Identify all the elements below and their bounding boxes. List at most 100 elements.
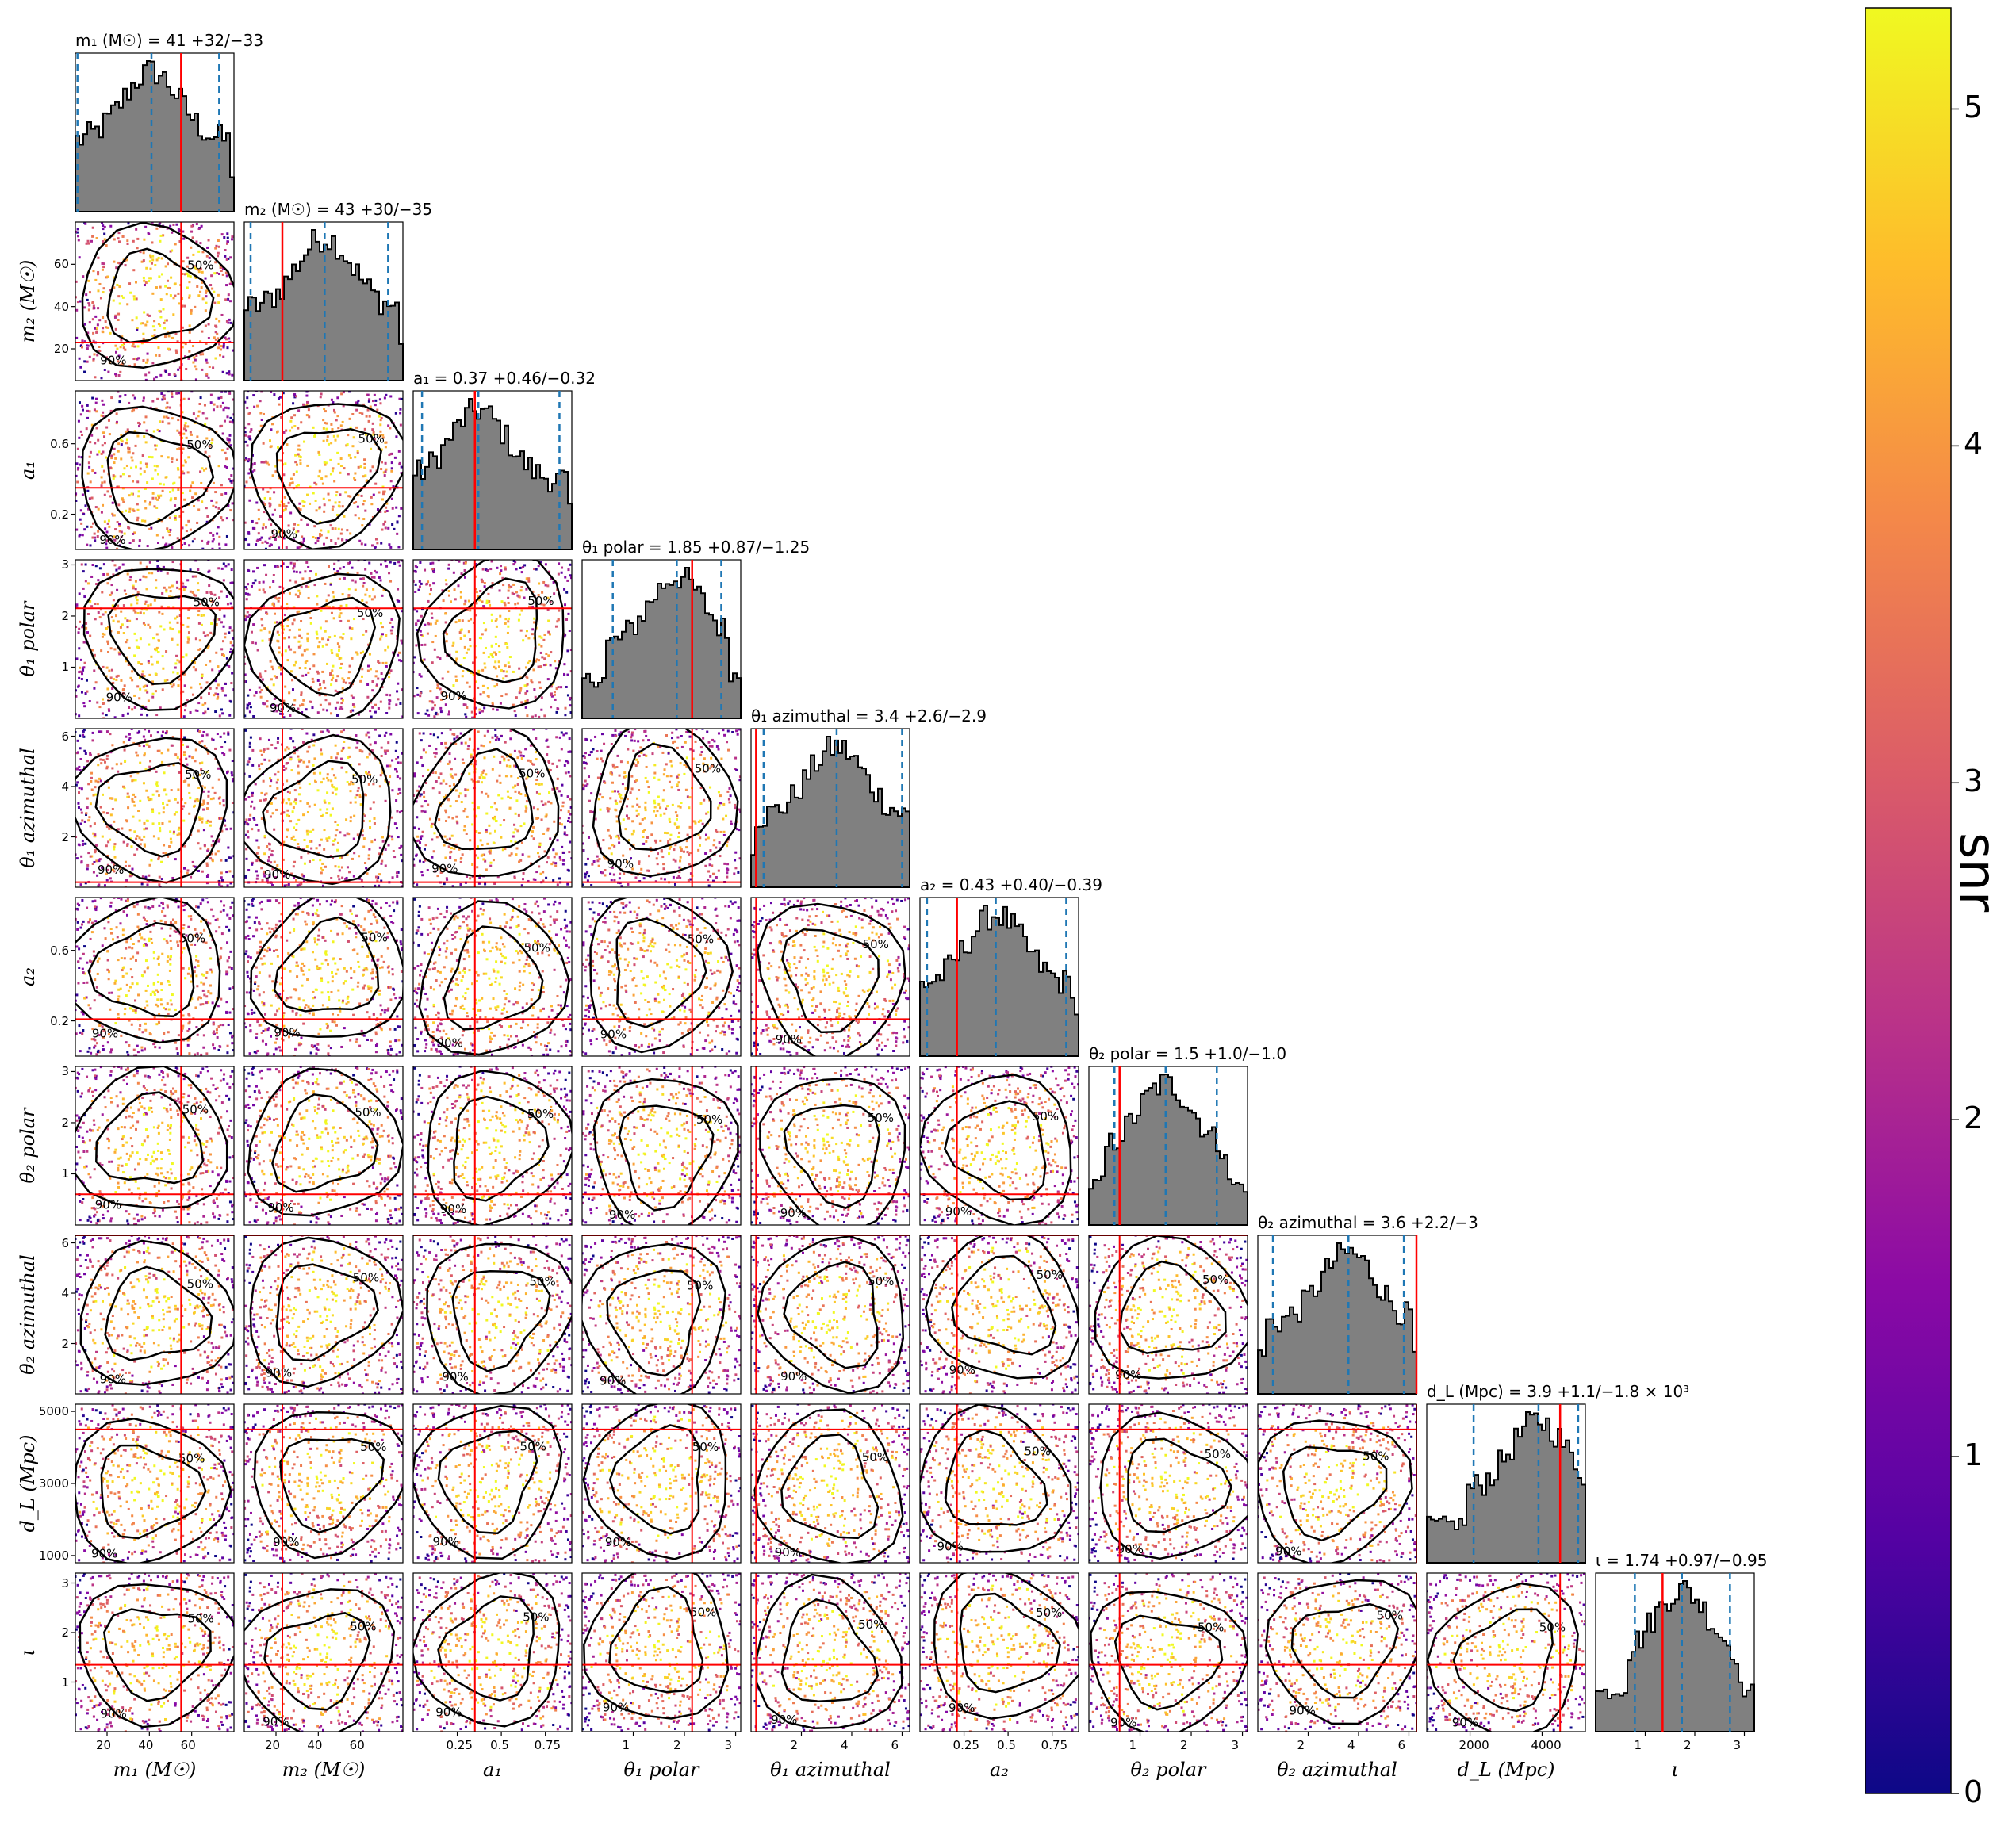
title-summary: = 1.85 +0.87/−1.25: [644, 538, 810, 557]
contour-label-50: 50%: [360, 1440, 386, 1454]
y-axis-label-t2p: θ₂ polar: [17, 1066, 39, 1225]
contour-label-50: 50%: [868, 1111, 894, 1125]
contour-label-90: 90%: [945, 1204, 972, 1219]
scatter-panel-m1-t1p: 50% 90%: [75, 559, 235, 719]
x-tick-label: 3: [1232, 1738, 1240, 1752]
y-axis-label-a1: a₁: [17, 391, 39, 549]
contour-label-90: 90%: [263, 1715, 289, 1729]
contour-label-90: 90%: [99, 533, 125, 547]
contour-label-50: 50%: [1363, 1449, 1389, 1464]
contour-label-90: 90%: [100, 354, 126, 368]
contour-label-50: 50%: [186, 438, 213, 452]
contour-label-50: 50%: [187, 258, 213, 273]
contour-50: [262, 760, 365, 859]
contour-label-90: 90%: [435, 1705, 462, 1720]
contour-label-50: 50%: [1036, 1606, 1062, 1620]
contour-50: [606, 1269, 702, 1377]
x-tick-label: 0.25: [953, 1738, 979, 1752]
contour-50: [617, 742, 712, 852]
contour-90: [79, 1239, 234, 1386]
contour-label-90: 90%: [609, 1208, 635, 1222]
histogram-panel-m2: [243, 221, 404, 381]
y-tick-label: 0.6: [37, 944, 69, 958]
y-tick-label: 1: [37, 1675, 69, 1690]
x-tick-label: 20: [265, 1738, 280, 1752]
scatter-points: [244, 1235, 403, 1394]
panel-frame: [581, 1235, 742, 1395]
x-tick-label: 40: [307, 1738, 322, 1752]
x-tick-label: 60: [350, 1738, 365, 1752]
contour-label-90: 90%: [91, 1546, 117, 1560]
contour-90: [592, 1078, 739, 1225]
contour-label-50: 50%: [182, 1102, 209, 1116]
y-tick-label: 2: [37, 609, 69, 623]
contour-50: [783, 1261, 879, 1369]
scatter-points: [751, 1066, 910, 1225]
title-summary: = 3.9 +1.1/−1.8 × 10³: [1504, 1382, 1689, 1401]
contour-50: [263, 1611, 371, 1711]
scatter-panel-m1-a1: 50% 90%: [75, 390, 235, 550]
contour-label-50: 50%: [523, 1610, 549, 1625]
scatter-panel-m2-iota: 50% 90%: [243, 1572, 404, 1732]
contour-90: [81, 405, 234, 549]
contour-label-50: 50%: [357, 606, 383, 620]
contour-label-50: 50%: [863, 937, 889, 951]
contour-50: [95, 1091, 205, 1185]
contour-label-50: 50%: [529, 1275, 555, 1289]
x-tick-label: 2: [790, 1738, 798, 1752]
scatter-panel-t1p-t1a: 50% 90%: [581, 728, 742, 888]
title-summary: = 3.6 +2.2/−3: [1357, 1213, 1478, 1232]
contour-90: [249, 1236, 403, 1388]
title-label: d_L (Mpc): [1427, 1382, 1504, 1401]
scatter-panel-t1p-dL: 50% 90%: [581, 1403, 742, 1564]
contour-label-90: 90%: [433, 1535, 459, 1549]
contour-label-50: 50%: [1205, 1447, 1231, 1461]
diag-title-t1a: θ₁ azimuthal = 3.4 +2.6/−2.9: [751, 706, 987, 725]
contour-90: [1264, 1579, 1416, 1725]
scatter-panel-m2-t1a: 50% 90%: [243, 728, 404, 888]
contour-90: [247, 1067, 403, 1217]
contour-50: [106, 431, 215, 527]
hist-bars: [581, 567, 742, 719]
y-tick-label: 20: [37, 342, 69, 356]
x-tick-label: 3: [725, 1738, 733, 1752]
contour-50: [268, 596, 376, 697]
x-tick-label: 0.75: [1041, 1738, 1067, 1752]
y-tick-label: 2: [37, 1625, 69, 1640]
contour-label-50: 50%: [178, 1451, 205, 1465]
x-tick-label: 2: [673, 1738, 681, 1752]
contour-90: [81, 222, 234, 369]
panel-frame: [581, 897, 742, 1057]
scatter-points: [582, 1066, 741, 1225]
contour-90: [416, 560, 565, 710]
x-tick-label: 2: [1180, 1738, 1188, 1752]
contour-90: [1258, 1419, 1413, 1563]
histogram-panel-t1a: [750, 728, 910, 888]
panel-frame: [412, 559, 573, 719]
scatter-panel-a2-t2a: 50% 90%: [919, 1235, 1079, 1395]
diag-title-m2: m₂ (M☉) = 43 +30/−35: [244, 200, 432, 219]
contour-50: [275, 428, 382, 525]
contour-label-90: 90%: [437, 1036, 463, 1051]
contour-label-90: 90%: [442, 1370, 468, 1384]
panel-frame: [581, 728, 742, 888]
contour-label-50: 50%: [179, 932, 205, 946]
contour-90: [75, 1418, 232, 1563]
panel-frame: [581, 1403, 742, 1564]
x-tick-label: 6: [891, 1738, 899, 1752]
x-axis-label-t2p: θ₂ polar: [1089, 1759, 1248, 1781]
panel-frame: [243, 897, 404, 1057]
title-label: θ₂ azimuthal: [1258, 1213, 1357, 1232]
x-tick-label: 6: [1397, 1738, 1405, 1752]
contour-90: [75, 737, 228, 884]
contour-90: [244, 733, 392, 886]
histogram-panel-t2p: [1088, 1066, 1248, 1226]
histogram-panel-m1: [75, 52, 235, 212]
panel-frame: [1257, 1403, 1417, 1564]
panel-frame: [412, 1235, 573, 1395]
scatter-panel-m1-t1a: 50% 90%: [75, 728, 235, 888]
contour-90: [427, 1070, 572, 1225]
x-tick-label: 3: [1734, 1738, 1742, 1752]
y-tick-label: 4: [37, 779, 69, 794]
